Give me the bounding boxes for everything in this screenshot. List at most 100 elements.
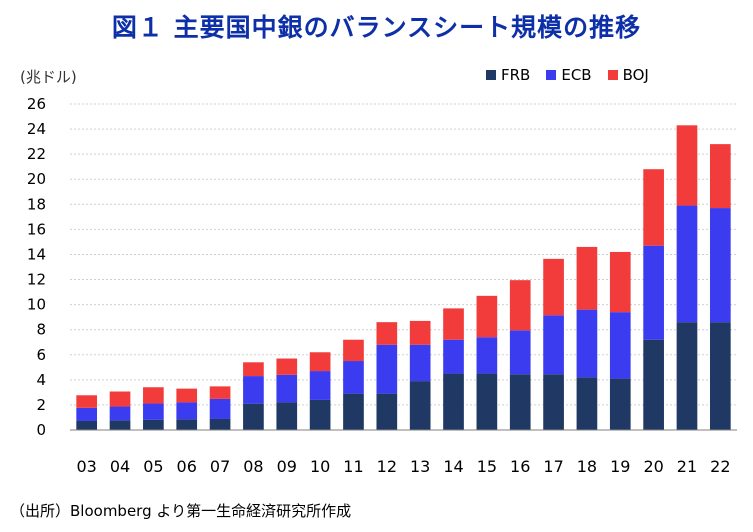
bar-frb: [476, 373, 498, 430]
bar-frb: [376, 393, 398, 430]
bar-frb: [209, 418, 231, 430]
bar-boj: [543, 258, 564, 316]
bar-frb: [576, 377, 598, 430]
legend-label-boj: BOJ: [622, 66, 649, 84]
legend-swatch-boj: [607, 70, 618, 80]
bar-boj: [409, 320, 431, 345]
y-tick-label: 10: [27, 296, 46, 314]
bar-boj: [243, 362, 264, 377]
bar-boj: [176, 388, 198, 403]
bar-ecb: [109, 406, 131, 421]
bar-frb: [443, 373, 464, 430]
y-tick-label: 24: [27, 120, 46, 138]
bar-boj: [443, 308, 464, 340]
x-tick-label: 08: [243, 457, 263, 476]
x-tick-label: 21: [677, 457, 697, 476]
legend-item-boj: BOJ: [607, 66, 649, 84]
y-tick-label: 6: [36, 346, 46, 364]
bar-boj: [343, 339, 364, 362]
x-tick-label: 13: [410, 457, 430, 476]
bar-ecb: [576, 309, 598, 378]
bar-boj: [276, 358, 298, 375]
bar-boj: [209, 386, 231, 399]
y-tick-label: 22: [27, 145, 46, 163]
bar-ecb: [676, 205, 698, 323]
y-tick-label: 0: [36, 421, 46, 439]
x-tick-label: 04: [110, 457, 130, 476]
bar-ecb: [509, 330, 531, 375]
bar-boj: [143, 387, 164, 404]
legend-swatch-ecb: [546, 70, 557, 80]
legend-label-frb: FRB: [501, 66, 531, 84]
x-tick-label: 06: [177, 457, 197, 476]
bar-frb: [676, 322, 698, 430]
bar-frb: [609, 378, 631, 430]
y-tick-label: 2: [36, 396, 46, 414]
bar-frb: [109, 420, 131, 430]
x-tick-label: 16: [510, 457, 530, 476]
bar-boj: [576, 246, 598, 310]
bar-ecb: [709, 208, 731, 323]
legend-item-frb: FRB: [486, 66, 530, 84]
chart-title: 図１ 主要国中銀のバランスシート規模の推移: [111, 13, 642, 42]
x-tick-label: 22: [710, 457, 730, 476]
x-tick-label: 10: [310, 457, 330, 476]
bar-ecb: [409, 344, 431, 382]
x-tick-label: 14: [443, 457, 463, 476]
bar-frb: [76, 420, 98, 430]
bar-frb: [276, 402, 298, 430]
bar-ecb: [443, 339, 464, 374]
bar-boj: [509, 280, 531, 331]
y-tick-label: 20: [27, 170, 46, 188]
x-tick-label: 17: [543, 457, 563, 476]
bar-boj: [609, 251, 631, 313]
bar-ecb: [176, 402, 198, 420]
source-note: （出所）Bloomberg より第一生命経済研究所作成: [10, 502, 352, 520]
x-tick-label: 15: [477, 457, 497, 476]
bar-ecb: [543, 315, 564, 375]
bar-frb: [309, 399, 331, 430]
bar-boj: [309, 352, 331, 372]
bar-boj: [676, 125, 698, 206]
bar-frb: [643, 339, 664, 430]
bar-boj: [376, 322, 398, 345]
bar-ecb: [643, 245, 664, 340]
x-tick-label: 11: [343, 457, 363, 476]
bar-ecb: [609, 312, 631, 379]
bar-boj: [643, 169, 664, 246]
x-tick-label: 09: [277, 457, 297, 476]
x-tick-label: 18: [577, 457, 597, 476]
legend-swatch-frb: [486, 70, 496, 80]
x-tick-label: 20: [643, 457, 663, 476]
bar-boj: [109, 391, 131, 407]
y-tick-label: 12: [27, 271, 46, 289]
bar-ecb: [143, 403, 164, 420]
legend-label-ecb: ECB: [561, 66, 592, 84]
x-tick-label: 12: [377, 457, 397, 476]
bar-frb: [543, 374, 564, 430]
bar-ecb: [209, 398, 231, 419]
bar-ecb: [376, 344, 398, 394]
bar-frb: [343, 393, 364, 430]
y-tick-label: 18: [27, 195, 46, 213]
legend: FRB ECB BOJ: [486, 66, 665, 84]
bar-ecb: [76, 407, 98, 421]
x-tick-label: 19: [610, 457, 630, 476]
bar-boj: [709, 144, 731, 209]
y-tick-label: 8: [36, 321, 46, 339]
bar-frb: [409, 381, 431, 430]
bar-ecb: [243, 376, 264, 404]
legend-item-ecb: ECB: [546, 66, 592, 84]
bar-frb: [243, 403, 264, 430]
x-tick-label: 05: [143, 457, 163, 476]
bar-frb: [143, 419, 164, 430]
bar-frb: [509, 374, 531, 430]
y-tick-label: 14: [27, 245, 46, 263]
bar-boj: [76, 395, 98, 408]
bar-frb: [709, 322, 731, 430]
y-tick-label: 16: [27, 220, 46, 238]
bar-ecb: [343, 361, 364, 394]
bar-frb: [176, 419, 198, 430]
y-tick-label: 4: [36, 371, 46, 389]
bar-ecb: [476, 337, 498, 374]
